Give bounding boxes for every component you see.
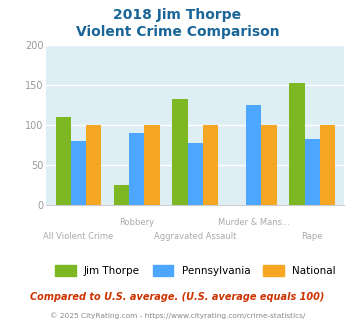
Text: 2018 Jim Thorpe: 2018 Jim Thorpe xyxy=(114,8,241,22)
Text: Murder & Mans...: Murder & Mans... xyxy=(218,218,290,227)
Bar xyxy=(203,124,218,205)
Bar xyxy=(144,124,160,205)
Text: © 2025 CityRating.com - https://www.cityrating.com/crime-statistics/: © 2025 CityRating.com - https://www.city… xyxy=(50,312,305,318)
Bar xyxy=(129,133,144,205)
Bar xyxy=(289,83,305,205)
Text: Robbery: Robbery xyxy=(119,218,154,227)
Bar xyxy=(305,139,320,205)
Bar xyxy=(261,124,277,205)
Legend: Jim Thorpe, Pennsylvania, National: Jim Thorpe, Pennsylvania, National xyxy=(55,265,335,276)
Bar xyxy=(320,124,335,205)
Bar xyxy=(86,124,101,205)
Bar xyxy=(55,116,71,205)
Text: Aggravated Assault: Aggravated Assault xyxy=(154,232,236,241)
Bar xyxy=(71,141,86,205)
Text: All Violent Crime: All Violent Crime xyxy=(43,232,114,241)
Bar xyxy=(246,105,261,205)
Text: Violent Crime Comparison: Violent Crime Comparison xyxy=(76,25,279,39)
Text: Compared to U.S. average. (U.S. average equals 100): Compared to U.S. average. (U.S. average … xyxy=(30,292,325,302)
Bar xyxy=(114,184,129,205)
Bar xyxy=(173,99,188,205)
Bar xyxy=(188,143,203,205)
Text: Rape: Rape xyxy=(301,232,323,241)
